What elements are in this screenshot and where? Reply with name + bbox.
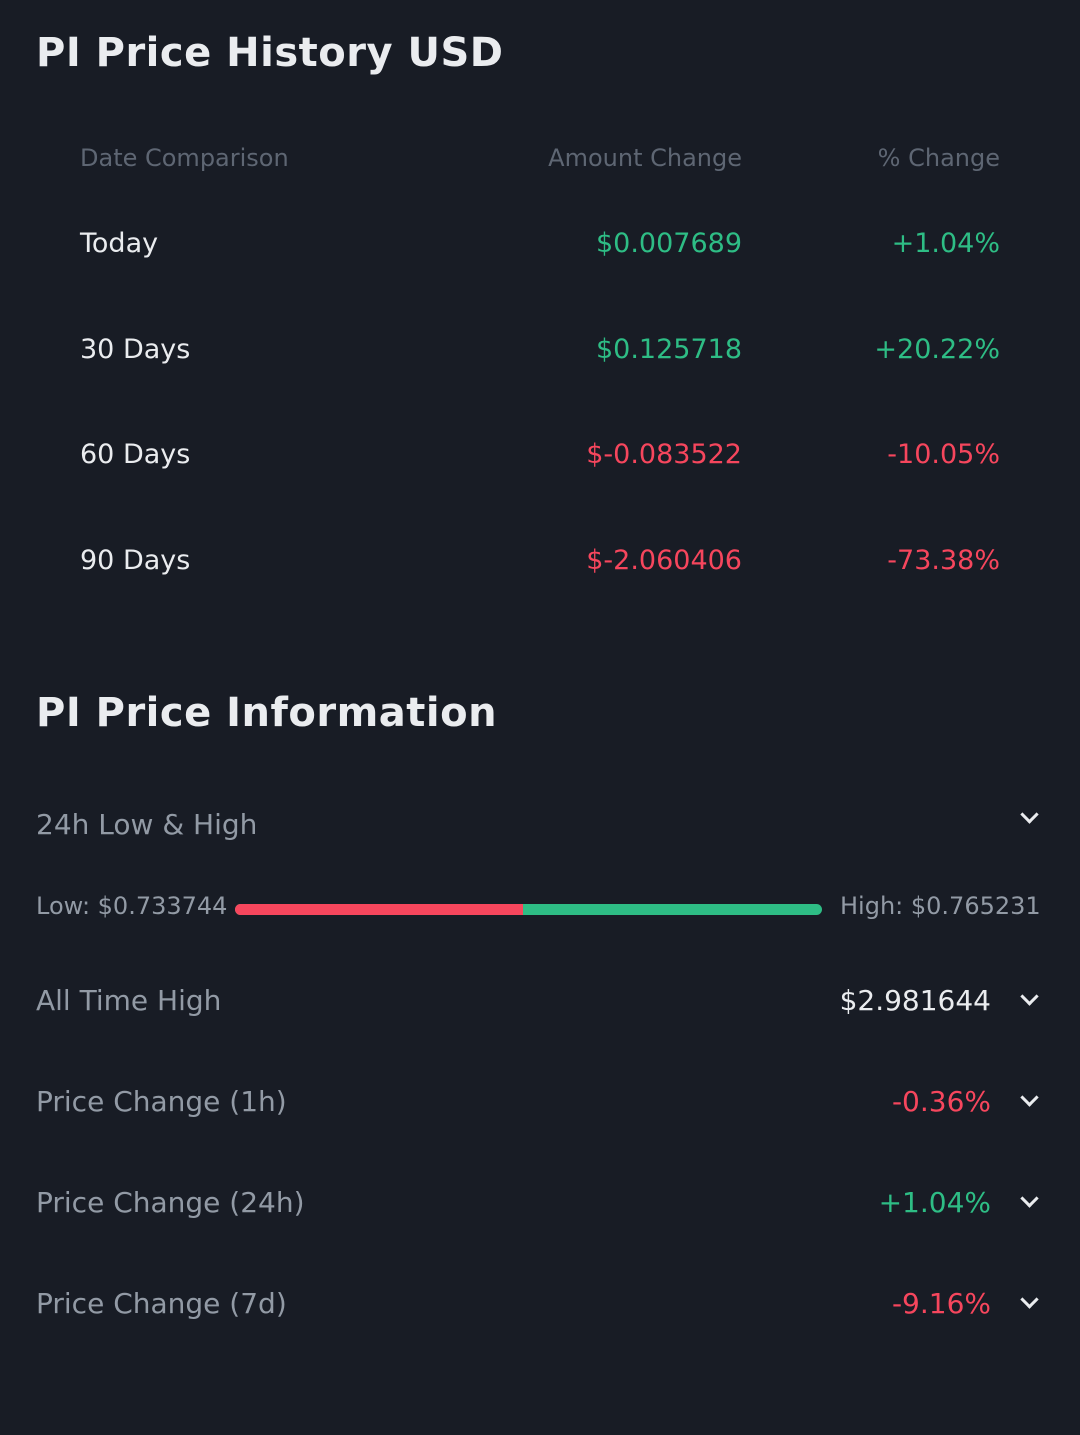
chevron-down-icon[interactable] <box>1020 1088 1039 1107</box>
info-value: -9.16% <box>891 1287 991 1320</box>
row-amount: $-0.083522 <box>586 439 742 470</box>
header-pct-change: % Change <box>877 144 1000 172</box>
row-label: Today <box>80 228 159 259</box>
row-amount: $0.125718 <box>595 334 742 365</box>
info-label: Price Change (24h) <box>36 1186 305 1219</box>
header-date-comparison: Date Comparison <box>80 144 289 172</box>
header-amount-change: Amount Change <box>548 144 742 172</box>
table-row: Today $0.007689 +1.04% <box>0 228 1080 268</box>
low-high-label: 24h Low & High <box>36 808 258 841</box>
info-label: Price Change (1h) <box>36 1085 287 1118</box>
row-amount: $-2.060406 <box>586 545 742 576</box>
low-high-toggle[interactable]: 24h Low & High <box>0 805 1080 848</box>
low-high-range: Low: $0.733744 High: $0.765231 <box>0 892 1080 922</box>
info-item-price-change-24h[interactable]: Price Change (24h) +1.04% <box>0 1186 1080 1226</box>
info-value: $2.981644 <box>839 984 991 1017</box>
table-row: 60 Days $-0.083522 -10.05% <box>0 439 1080 479</box>
row-pct: +1.04% <box>891 228 1000 259</box>
info-label: All Time High <box>36 984 222 1017</box>
low-value: Low: $0.733744 <box>36 892 228 920</box>
info-item-all-time-high[interactable]: All Time High $2.981644 <box>0 984 1080 1024</box>
range-bar-fill <box>235 904 523 915</box>
chevron-down-icon[interactable] <box>1020 1290 1039 1309</box>
info-value: +1.04% <box>878 1186 991 1219</box>
chevron-down-icon[interactable] <box>1020 987 1039 1006</box>
row-label: 90 Days <box>80 545 191 576</box>
chevron-down-icon[interactable] <box>1020 1189 1039 1208</box>
info-item-price-change-1h[interactable]: Price Change (1h) -0.36% <box>0 1085 1080 1125</box>
chevron-down-icon[interactable] <box>1020 805 1039 824</box>
row-label: 60 Days <box>80 439 191 470</box>
info-value: -0.36% <box>891 1085 991 1118</box>
high-value: High: $0.765231 <box>840 892 1041 920</box>
row-pct: -73.38% <box>887 545 1000 576</box>
price-information-title: PI Price Information <box>36 690 498 736</box>
info-item-price-change-7d[interactable]: Price Change (7d) -9.16% <box>0 1287 1080 1327</box>
row-label: 30 Days <box>80 334 191 365</box>
row-pct: -10.05% <box>887 439 1000 470</box>
info-label: Price Change (7d) <box>36 1287 287 1320</box>
range-bar <box>235 904 822 915</box>
table-row: 30 Days $0.125718 +20.22% <box>0 334 1080 374</box>
row-pct: +20.22% <box>874 334 1000 365</box>
table-row: 90 Days $-2.060406 -73.38% <box>0 545 1080 585</box>
row-amount: $0.007689 <box>595 228 742 259</box>
price-history-title: PI Price History USD <box>36 30 504 76</box>
